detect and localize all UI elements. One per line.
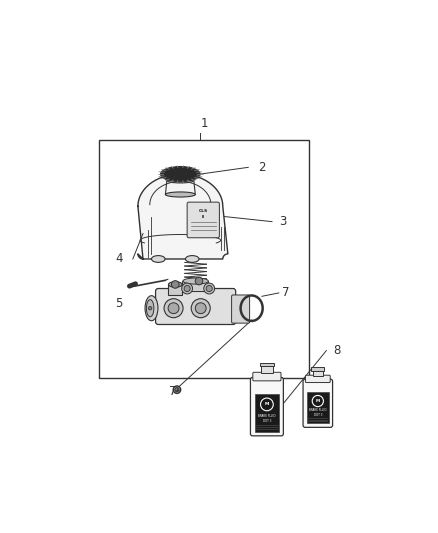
Text: 3: 3	[279, 215, 286, 228]
Circle shape	[206, 286, 212, 292]
Circle shape	[148, 306, 152, 310]
Bar	[254, 394, 279, 432]
FancyBboxPatch shape	[187, 202, 219, 238]
FancyBboxPatch shape	[305, 375, 330, 383]
Circle shape	[191, 298, 210, 318]
Ellipse shape	[146, 300, 154, 317]
FancyBboxPatch shape	[253, 372, 281, 381]
FancyBboxPatch shape	[232, 295, 250, 323]
Ellipse shape	[192, 278, 206, 284]
Text: 2: 2	[258, 161, 266, 174]
FancyBboxPatch shape	[251, 377, 283, 436]
Bar	[182, 281, 208, 291]
FancyBboxPatch shape	[155, 288, 236, 325]
Circle shape	[195, 277, 203, 285]
Text: DOT 3: DOT 3	[314, 413, 322, 417]
Bar	[169, 285, 182, 295]
Text: M: M	[265, 402, 269, 406]
Bar	[261, 367, 273, 373]
Ellipse shape	[152, 256, 165, 262]
Ellipse shape	[183, 278, 208, 284]
Text: 7: 7	[170, 385, 177, 398]
Bar	[99, 140, 309, 378]
Circle shape	[168, 303, 179, 313]
Bar	[311, 367, 324, 370]
Text: 8: 8	[333, 344, 340, 357]
Text: BRAKE FLUID: BRAKE FLUID	[258, 414, 276, 418]
Polygon shape	[138, 174, 228, 259]
Circle shape	[175, 387, 179, 392]
Circle shape	[182, 283, 193, 294]
Text: CLS: CLS	[199, 209, 208, 213]
FancyBboxPatch shape	[303, 379, 332, 427]
Circle shape	[184, 286, 190, 292]
Text: 5: 5	[115, 296, 123, 310]
Circle shape	[204, 283, 215, 294]
Bar	[307, 392, 328, 423]
Circle shape	[171, 281, 179, 288]
Circle shape	[173, 386, 181, 393]
Bar	[313, 370, 323, 376]
Bar	[192, 281, 206, 291]
Text: II: II	[202, 215, 205, 219]
Circle shape	[195, 303, 206, 313]
Text: 6: 6	[211, 303, 219, 317]
Ellipse shape	[167, 178, 194, 183]
Ellipse shape	[161, 167, 200, 182]
Text: BRAKE FLUID: BRAKE FLUID	[309, 408, 327, 413]
Text: 4: 4	[115, 253, 123, 265]
Ellipse shape	[169, 282, 182, 287]
Text: M: M	[316, 399, 320, 403]
Bar	[260, 362, 274, 367]
Ellipse shape	[166, 192, 195, 197]
Text: DOT 3: DOT 3	[263, 419, 271, 423]
Ellipse shape	[185, 256, 199, 262]
Circle shape	[164, 298, 183, 318]
Text: 1: 1	[200, 117, 208, 130]
Text: 7: 7	[282, 286, 290, 300]
Ellipse shape	[145, 296, 158, 321]
